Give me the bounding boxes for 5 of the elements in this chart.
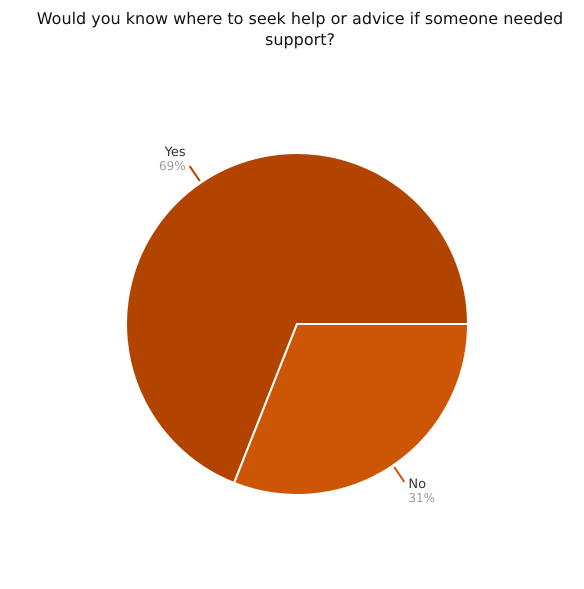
data-label: 31%: [408, 490, 436, 505]
data-label: 69%: [158, 159, 186, 174]
chart-title: Would you know where to seek help or advice if someone needed support?: [36, 8, 564, 50]
slice-label: No: [408, 476, 426, 492]
slice-label: Yes: [164, 145, 186, 160]
